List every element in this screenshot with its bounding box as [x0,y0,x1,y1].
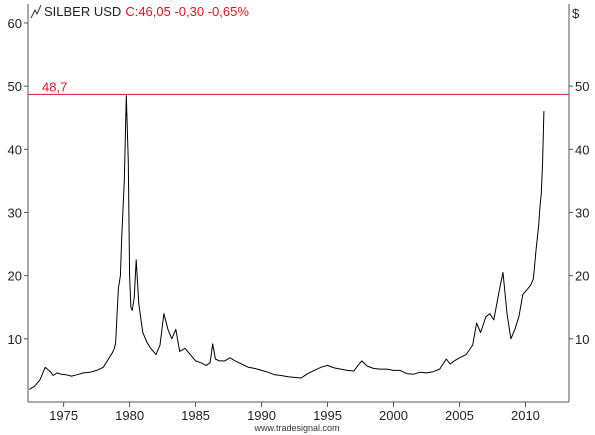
y-tick-left-label: 40 [8,142,22,157]
line-chart-icon [30,4,42,19]
footer-credit: www.tradesignal.com [253,423,339,433]
last-quote: C:46,05 -0,30 -0,65% [125,4,249,19]
x-tick-label: 1985 [181,408,210,423]
y-tick-right-label: 10 [575,332,589,347]
x-tick-label: 2000 [379,408,408,423]
chart-frame [27,4,570,403]
y-tick-left-label: 20 [8,269,22,284]
chart-title: SILBER USD C:46,05 -0,30 -0,65% [30,4,249,19]
x-tick-label: 1980 [115,408,144,423]
y-tick-left-label: 30 [8,205,22,220]
x-axis-ticks: 1975 1980 1985 1990 1995 2000 2005 2010 [49,402,540,423]
x-tick-label: 2010 [511,408,540,423]
reference-line-group: 48,7 [28,79,569,95]
y-tick-left-label: 50 [8,79,22,94]
series-title: SILBER USD [44,4,121,19]
x-tick-label: 1995 [313,408,342,423]
title-text: SILBER USD C:46,05 -0,30 -0,65% [44,4,249,19]
x-tick-label: 1975 [49,408,78,423]
y-axis-left-ticks: 10 20 30 40 50 60 [8,16,28,347]
y-tick-right-label: 20 [575,269,589,284]
y-tick-left-label: 60 [8,16,22,31]
y-tick-right-label: 40 [575,142,589,157]
currency-label: $ [572,6,580,21]
price-series-line [29,95,545,390]
y-axis-right-ticks: 10 20 30 40 50 [569,79,589,347]
y-tick-left-label: 10 [8,332,22,347]
y-tick-right-label: 30 [575,205,589,220]
y-tick-right-label: 50 [575,79,589,94]
x-tick-label: 2005 [445,408,474,423]
x-tick-label: 1990 [247,408,276,423]
reference-line-label: 48,7 [42,79,67,94]
